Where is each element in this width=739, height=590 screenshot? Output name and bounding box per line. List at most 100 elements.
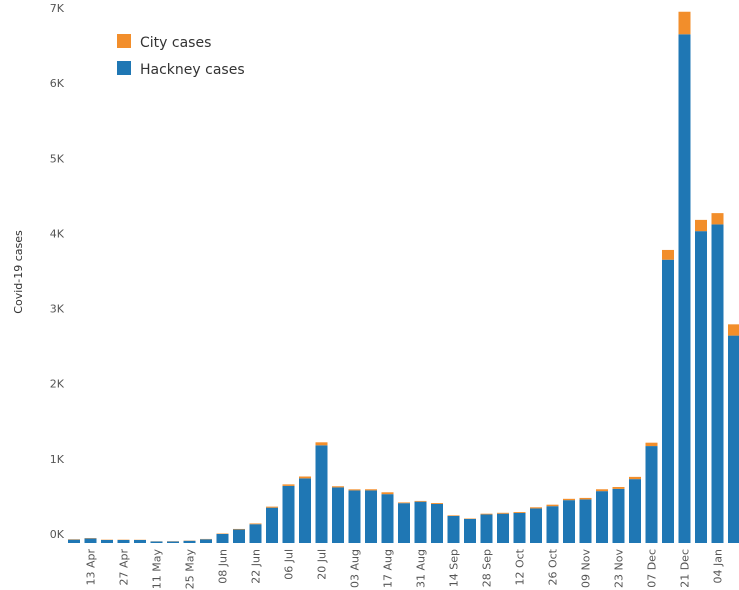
legend-swatch-city [117, 34, 131, 48]
x-tick-label: 14 Sep [448, 549, 461, 587]
bar-hackney [447, 515, 460, 543]
x-tick-label: 17 Aug [382, 549, 395, 588]
x-tick-label: 31 Aug [415, 549, 428, 588]
bar-hackney [678, 34, 691, 543]
bar-hackney [711, 224, 724, 543]
bar-city [266, 506, 278, 508]
x-tick-label: 09 Nov [580, 549, 593, 588]
bar-city [711, 213, 724, 225]
bar-hackney [101, 539, 113, 543]
bar-city [695, 219, 707, 232]
x-tick-label: 11 May [151, 549, 164, 590]
bar-city [513, 512, 526, 513]
bar-city [563, 498, 575, 501]
bar-hackney [728, 335, 739, 543]
legend-label-hackney: Hackney cases [140, 62, 245, 78]
bar-hackney [431, 503, 443, 543]
bar-city [365, 489, 377, 491]
bar-city [546, 504, 559, 507]
bar-city [678, 11, 691, 35]
bar-hackney [645, 446, 658, 543]
bar-city [431, 503, 443, 504]
y-axis: 0K 1K 2K 3K 4K 5K 6K 7K [50, 2, 65, 541]
bar-hackney [464, 518, 476, 543]
bar-city [662, 249, 674, 260]
legend: City cases Hackney cases [117, 34, 245, 78]
x-axis: 13 Apr 27 Apr 11 May 25 May 08 Jun 22 Jun 06 J… [85, 548, 725, 590]
y-tick-label: 1K [50, 453, 65, 466]
bar-hackney [134, 539, 146, 543]
bar-city [530, 507, 542, 509]
y-tick-label: 3K [50, 303, 65, 316]
x-tick-label: 07 Dec [646, 549, 659, 588]
legend-swatch-hackney [117, 61, 131, 75]
y-tick-label: 7K [50, 2, 65, 15]
bar-city [332, 486, 344, 488]
bar-city [612, 487, 625, 489]
bar-city [596, 489, 608, 492]
bar-hackney [629, 479, 641, 543]
bars [68, 11, 739, 543]
bar-hackney [150, 541, 163, 543]
bar-city [249, 523, 262, 525]
bar-hackney [167, 541, 179, 543]
bar-city [645, 442, 658, 447]
bar-hackney [68, 539, 80, 543]
bar-city [299, 476, 311, 479]
x-tick-label: 12 Oct [514, 548, 527, 585]
bar-hackney [233, 529, 245, 543]
bar-hackney [266, 507, 278, 543]
bar-hackney [398, 503, 410, 543]
bar-city [579, 497, 592, 500]
x-tick-label: 28 Sep [481, 549, 494, 587]
bar-hackney [695, 231, 707, 543]
bar-hackney [84, 538, 97, 543]
legend-label-city: City cases [140, 35, 211, 51]
bar-hackney [183, 540, 196, 543]
bar-hackney [513, 512, 526, 543]
x-tick-label: 20 Jul [316, 549, 329, 580]
bar-hackney [249, 524, 262, 543]
bar-city [480, 513, 493, 515]
x-tick-label: 08 Jun [217, 549, 230, 584]
bar-city [447, 515, 460, 516]
bar-hackney [117, 539, 130, 543]
bar-city [282, 484, 295, 486]
bar-city [233, 528, 245, 530]
bar-hackney [348, 490, 361, 543]
y-axis-title: Covid-19 cases [12, 230, 25, 314]
y-tick-label: 2K [50, 378, 65, 391]
bar-city [629, 476, 641, 480]
bar-city [728, 324, 739, 336]
y-tick-label: 5K [50, 152, 65, 165]
bar-hackney [200, 539, 212, 543]
bar-city [381, 492, 394, 495]
x-tick-label: 23 Nov [613, 549, 626, 588]
bar-hackney [299, 478, 311, 543]
x-tick-label: 06 Jul [283, 549, 296, 580]
bar-hackney [546, 506, 559, 543]
bar-hackney [530, 508, 542, 543]
x-tick-label: 13 Apr [85, 549, 98, 586]
bar-city [315, 442, 328, 446]
y-tick-label: 6K [50, 77, 65, 90]
bar-hackney [381, 494, 394, 543]
x-tick-label: 26 Oct [547, 548, 560, 585]
x-tick-label: 27 Apr [118, 549, 131, 586]
bar-hackney [216, 533, 229, 543]
y-tick-label: 4K [50, 227, 65, 240]
bar-hackney [563, 500, 575, 543]
y-tick-label: 0K [50, 528, 65, 541]
bar-city [348, 489, 361, 491]
bar-hackney [480, 514, 493, 543]
x-tick-label: 21 Dec [679, 549, 692, 588]
bar-hackney [365, 490, 377, 543]
bar-hackney [414, 501, 427, 543]
bar-city [398, 502, 410, 504]
bar-hackney [315, 445, 328, 543]
bar-hackney [282, 485, 295, 543]
x-tick-label: 22 Jun [250, 549, 263, 584]
bar-city [497, 512, 509, 514]
